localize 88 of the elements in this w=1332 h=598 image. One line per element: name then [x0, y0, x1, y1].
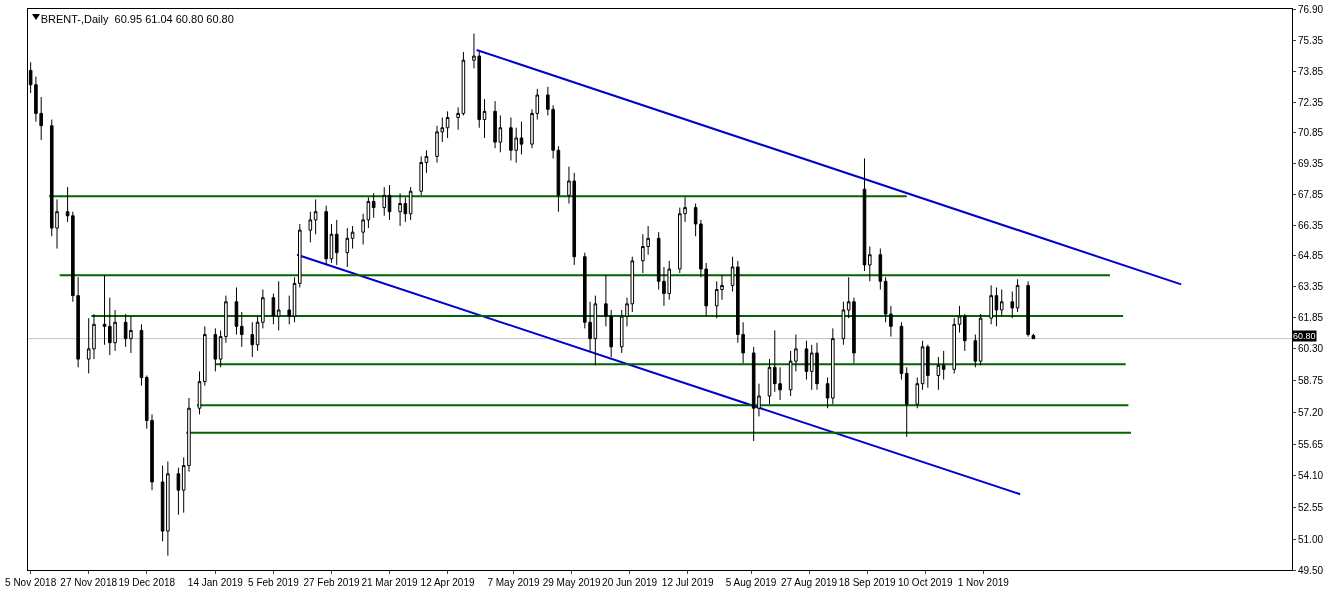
y-tick-label: 55.65 [1298, 438, 1324, 450]
y-tick-label: 72.35 [1298, 96, 1324, 108]
candlestick [519, 121, 524, 155]
y-tick-label: 76.90 [1298, 3, 1324, 15]
y-tick-label: 51.00 [1298, 533, 1324, 545]
candlestick [1031, 333, 1036, 340]
candlestick [371, 192, 376, 219]
candlestick [102, 274, 107, 346]
candlestick [239, 311, 244, 348]
candlestick [382, 186, 387, 217]
candlestick [867, 246, 872, 282]
x-tick-label: 19 Dec 2018 [118, 577, 176, 588]
candlestick [424, 149, 429, 174]
x-tick-label: 27 Nov 2018 [60, 577, 118, 588]
candlestick [941, 350, 946, 381]
x-tick-label: 5 Feb 2019 [248, 577, 300, 588]
candlestick [767, 358, 772, 405]
candlestick [1026, 280, 1030, 338]
candlestick [287, 295, 292, 325]
ref-line-label: 60.80 [1293, 331, 1316, 341]
candlestick [271, 293, 276, 325]
candlestick [973, 334, 978, 368]
y-tick-label: 63.35 [1298, 280, 1324, 292]
candlestick [999, 289, 1004, 317]
y-tick-label: 61.85 [1298, 311, 1324, 323]
candlestick [234, 286, 239, 336]
candlestick [419, 155, 423, 196]
candlestick [482, 98, 487, 139]
candlestick [387, 184, 392, 221]
x-tick-label: 10 Oct 2019 [897, 577, 953, 588]
x-tick-label: 29 May 2019 [542, 577, 601, 588]
candlestick [308, 211, 313, 243]
candlestick [329, 223, 334, 264]
candlestick [841, 301, 846, 346]
x-tick-label: 5 Aug 2019 [725, 577, 777, 588]
candlestick [408, 186, 413, 221]
candlestick [915, 377, 920, 409]
candlestick [250, 321, 255, 358]
chart-title: BRENT-,Daily 60.95 61.04 60.80 60.80 [40, 12, 234, 25]
y-tick-label: 75.35 [1298, 35, 1324, 47]
candlestick [445, 110, 450, 139]
candlestick [878, 248, 883, 290]
x-tick-label: 7 May 2019 [487, 577, 541, 588]
candlestick [197, 370, 202, 415]
candlestick [203, 325, 207, 387]
candlestick [952, 317, 957, 374]
candlestick [994, 286, 999, 327]
candlestick [804, 340, 809, 381]
candlestick [962, 313, 967, 352]
candlestick [334, 219, 339, 266]
x-tick-label: 1 Nov 2019 [957, 577, 1010, 588]
candlestick [936, 356, 941, 391]
y-tick-label: 70.85 [1298, 127, 1324, 139]
candlestick [350, 225, 355, 250]
candlestick [176, 467, 181, 516]
y-tick-label: 49.50 [1298, 564, 1324, 576]
y-tick-label: 69.35 [1298, 158, 1324, 170]
x-tick-label: 21 Mar 2019 [361, 577, 419, 588]
x-tick-label: 27 Feb 2019 [303, 577, 360, 588]
candlestick [1010, 291, 1015, 319]
candlestick [978, 313, 983, 366]
candlestick [324, 205, 328, 266]
x-tick-label: 14 Jan 2019 [187, 577, 244, 588]
x-tick-label: 27 Aug 2019 [781, 577, 838, 588]
candlestick [1015, 278, 1020, 313]
y-tick-label: 58.75 [1298, 375, 1324, 387]
candlestick [213, 327, 218, 372]
candlestick [298, 223, 302, 288]
candlestick [904, 366, 909, 438]
y-tick-label: 64.85 [1298, 250, 1324, 262]
x-tick-label: 5 Nov 2018 [5, 577, 57, 588]
candlestick [313, 198, 318, 235]
y-tick-label: 52.55 [1298, 502, 1324, 514]
y-tick-label: 60.30 [1298, 343, 1324, 355]
y-tick-label: 67.85 [1298, 188, 1324, 200]
candlestick [276, 280, 281, 331]
candlestick [957, 305, 962, 333]
y-tick-label: 57.20 [1298, 406, 1324, 418]
x-tick-label: 12 Jul 2019 [661, 577, 714, 588]
x-tick-label: 12 Apr 2019 [420, 577, 475, 588]
candlestick [989, 284, 993, 325]
y-tick-label: 66.35 [1298, 219, 1324, 231]
x-tick-label: 18 Sep 2019 [838, 577, 896, 588]
candlestick [862, 157, 867, 272]
y-tick-label: 73.85 [1298, 65, 1324, 77]
x-tick-label: 20 Jun 2019 [602, 577, 658, 588]
candlestick [345, 227, 350, 268]
y-tick-label: 54.10 [1298, 470, 1324, 482]
